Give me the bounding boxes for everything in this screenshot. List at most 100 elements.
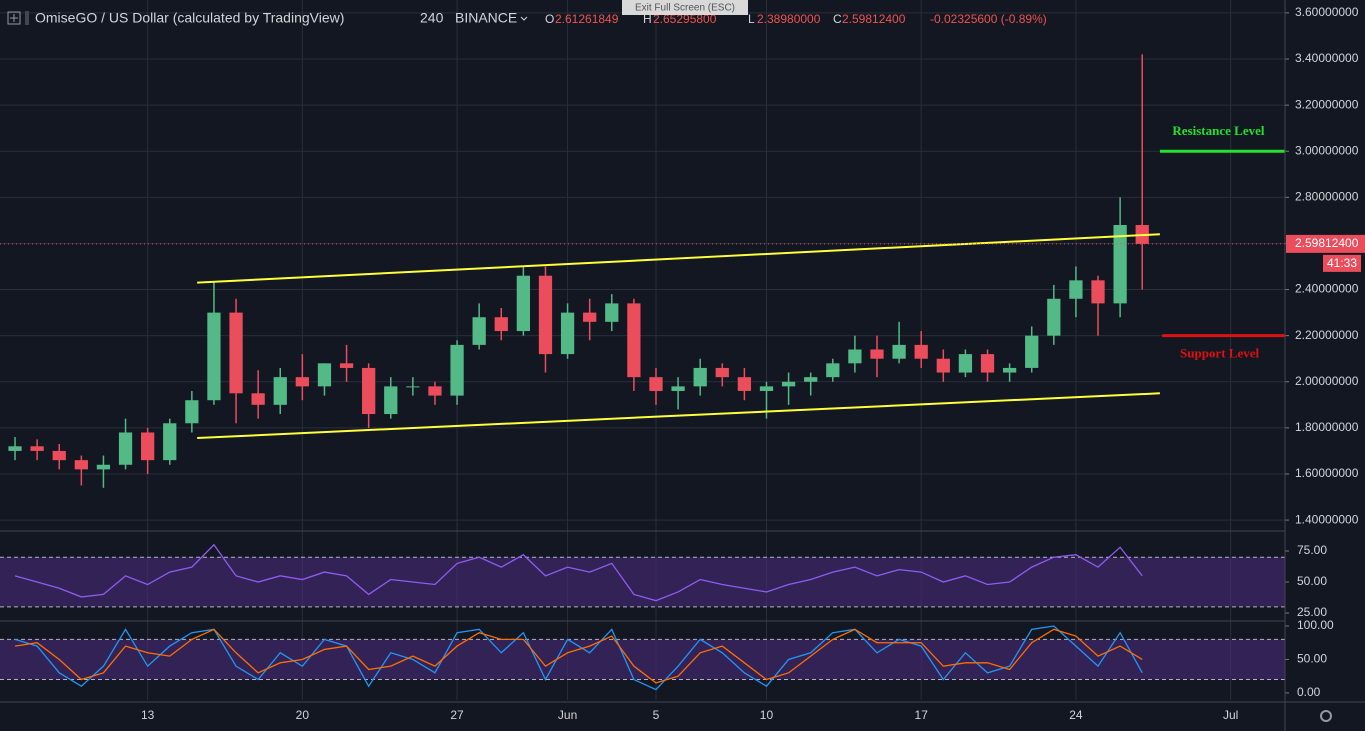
ohlc-value: 2.38980000 <box>757 12 821 26</box>
indicator-line <box>14 628 1143 684</box>
x-tick-label: 24 <box>1069 708 1083 722</box>
settings-icon[interactable] <box>1320 710 1332 722</box>
exchange: BINANCE <box>455 10 517 26</box>
expand-icon[interactable] <box>7 11 21 25</box>
candle-body <box>141 432 155 461</box>
x-tick-label: 17 <box>915 708 929 722</box>
y-tick-label: 3.40000000 <box>1295 51 1359 65</box>
candle-body <box>914 344 928 359</box>
trendline <box>197 392 1160 440</box>
candle-body <box>52 450 66 461</box>
candle-body <box>1091 280 1105 304</box>
candle-body <box>494 317 508 332</box>
y-tick-label: 2.00000000 <box>1295 374 1359 388</box>
countdown-box <box>1323 254 1361 272</box>
x-tick-label: Jul <box>1223 708 1238 722</box>
candle-body <box>406 386 420 388</box>
x-tick-label: 20 <box>296 708 310 722</box>
ohlc-key: C <box>833 12 842 26</box>
candle-body <box>1113 225 1127 304</box>
y-tick-label: 3.20000000 <box>1295 97 1359 111</box>
candle-body <box>958 354 973 373</box>
candle-body <box>671 386 685 391</box>
band <box>0 639 1285 680</box>
y-tick-label: 1.80000000 <box>1295 420 1359 434</box>
indicator-line <box>14 625 1143 691</box>
candle-body <box>251 393 265 405</box>
candle-body <box>185 400 199 424</box>
x-tick-label: 5 <box>653 708 660 722</box>
candle-body <box>737 377 752 391</box>
header: OmiseGO / US Dollar (calculated by Tradi… <box>7 0 1047 26</box>
candle-body <box>892 344 906 359</box>
candle-body <box>163 423 177 461</box>
tooltip[interactable] <box>622 0 748 15</box>
y-tick-label: 1.60000000 <box>1295 466 1359 480</box>
band <box>0 557 1285 607</box>
tooltip-text: Exit Full Screen (ESC) <box>635 3 735 14</box>
candle-body <box>273 377 287 405</box>
ohlc-value: 2.59812400 <box>842 12 906 26</box>
last-price-box <box>1286 234 1365 253</box>
candle-body <box>472 317 486 345</box>
candle-body <box>693 367 707 387</box>
candle-body <box>516 275 531 332</box>
candle-body <box>936 358 950 373</box>
candle-body <box>1025 335 1039 368</box>
x-tick-label: Jun <box>558 708 577 722</box>
handle <box>25 11 29 25</box>
interval: 240 <box>420 10 444 26</box>
level-label: Resistance Level <box>1172 123 1264 138</box>
candle-body <box>339 363 354 368</box>
candle-body <box>30 446 44 451</box>
y-tick-label: 50.00 <box>1297 574 1327 588</box>
candle-body <box>649 377 663 391</box>
symbol-title: OmiseGO / US Dollar (calculated by Tradi… <box>35 10 344 26</box>
candle-body <box>450 344 464 396</box>
candle-body <box>870 349 884 359</box>
grid <box>0 0 1285 700</box>
ohlc-key: L <box>748 12 755 26</box>
candle-body <box>605 303 619 322</box>
ohlc-key: H <box>643 12 652 26</box>
candle-body <box>538 275 553 355</box>
y-tick-label: 3.60000000 <box>1295 5 1359 19</box>
y-tick-label: 2.80000000 <box>1295 190 1359 204</box>
last-price-label: 2.59812400 <box>1295 236 1359 250</box>
indicator-line <box>14 543 1143 602</box>
candle-body <box>428 386 442 396</box>
chevron[interactable] <box>520 16 528 21</box>
y-tick-label: 50.00 <box>1297 652 1327 666</box>
y-tick-label: 1.40000000 <box>1295 512 1359 526</box>
candle-body <box>1069 280 1083 299</box>
candle-body <box>295 377 309 387</box>
change: -0.02325600 (-0.89%) <box>930 12 1047 26</box>
candle-body <box>74 460 88 470</box>
candle-body <box>715 367 729 378</box>
candle-body <box>118 432 133 465</box>
y-tick-label: 25.00 <box>1297 605 1327 619</box>
y-tick-label: 0.00 <box>1297 685 1321 699</box>
candle-body <box>980 354 995 373</box>
candle-body <box>229 312 243 394</box>
y-tick-label: 3.00000000 <box>1295 143 1359 157</box>
candle-body <box>8 446 22 451</box>
y-tick-label: 2.20000000 <box>1295 328 1359 342</box>
x-tick-label: 27 <box>450 708 464 722</box>
candle-body <box>848 349 862 364</box>
candle-body <box>96 464 111 470</box>
x-tick-label: 10 <box>760 708 774 722</box>
candle-body <box>781 381 796 387</box>
candle-body <box>207 312 221 401</box>
countdown: 41:33 <box>1327 256 1357 270</box>
marks: 13 20 27 Jun 5 10 17 24 Jul 1.40000000 1.60000000 1… <box>0 5 1365 722</box>
candle-body <box>362 367 376 415</box>
candle-body <box>627 303 641 378</box>
candle-body <box>804 377 818 382</box>
ohlc-value: 2.61261849 <box>555 12 619 26</box>
y-tick-label: 2.40000000 <box>1295 282 1359 296</box>
ohlc-value: 2.65295800 <box>653 12 717 26</box>
candle-body <box>1002 367 1017 373</box>
